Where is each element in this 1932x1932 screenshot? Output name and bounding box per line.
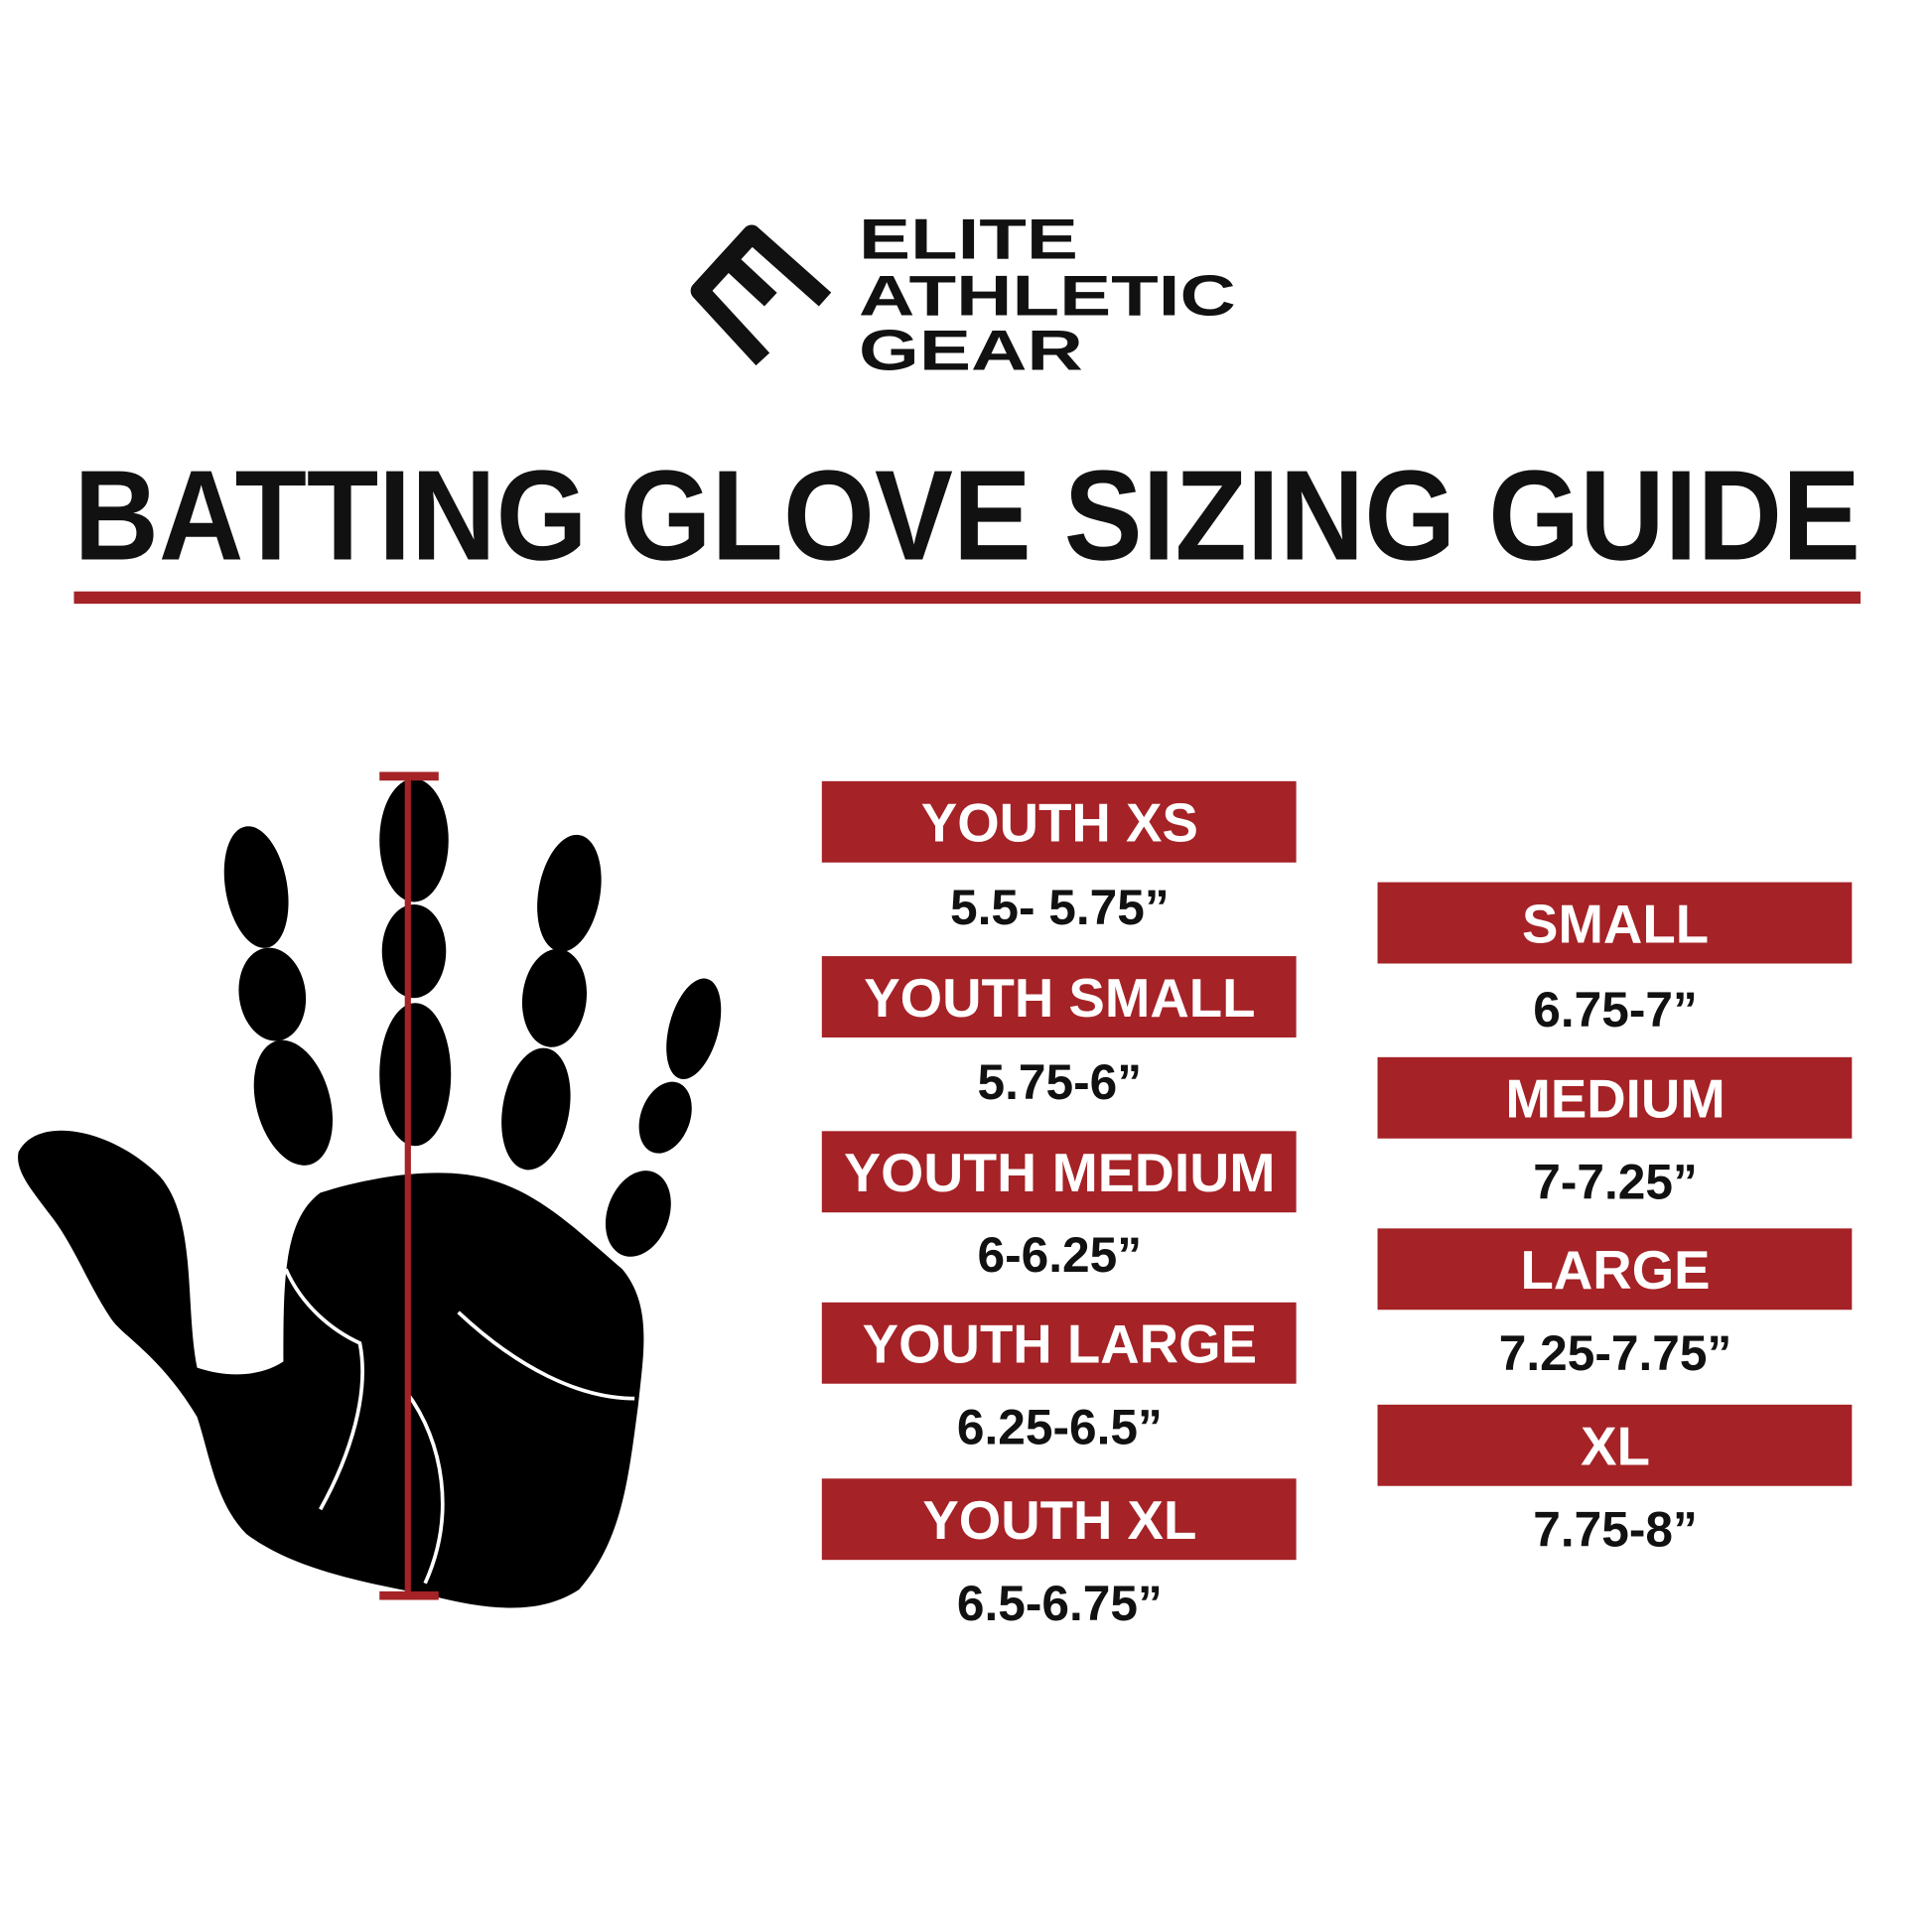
size-row-medium: MEDIUM 7-7.25”	[1377, 1056, 1853, 1210]
size-range: 7-7.25”	[1533, 1155, 1698, 1210]
size-row-large: LARGE 7.25-7.75”	[1377, 1228, 1853, 1381]
size-label-box	[1377, 882, 1853, 964]
size-label-box	[1377, 1228, 1853, 1311]
brand-logo: ELITE ATHLETIC GEAR	[690, 208, 1236, 382]
size-label: XL	[1581, 1417, 1650, 1477]
size-label-box	[821, 1131, 1297, 1213]
youth-size-column: YOUTH XS 5.5- 5.75” YOUTH SMALL 5.75-6” …	[821, 780, 1297, 1631]
size-label: YOUTH LARGE	[863, 1314, 1257, 1375]
size-label-box	[821, 1478, 1297, 1561]
logo-text-line-1: ELITE	[859, 208, 1078, 272]
size-range: 7.75-8”	[1533, 1502, 1698, 1558]
size-label-box	[821, 1302, 1297, 1384]
size-row-youth-xl: YOUTH XL 6.5-6.75”	[821, 1478, 1297, 1631]
size-row-youth-medium: YOUTH MEDIUM 6-6.25”	[821, 1131, 1297, 1283]
size-row-youth-small: YOUTH SMALL 5.75-6”	[821, 956, 1297, 1110]
size-label-box	[821, 780, 1297, 863]
size-range: 5.5- 5.75”	[950, 880, 1170, 935]
hand-silhouette-icon	[18, 778, 722, 1608]
title-underline	[73, 591, 1862, 605]
size-label: SMALL	[1522, 894, 1709, 954]
size-label: YOUTH MEDIUM	[844, 1143, 1275, 1203]
size-label: LARGE	[1521, 1240, 1711, 1301]
size-range: 6.75-7”	[1533, 982, 1698, 1037]
logo-text-line-3: GEAR	[859, 319, 1083, 382]
size-range: 6.5-6.75”	[957, 1576, 1163, 1631]
size-label-box	[1377, 1404, 1853, 1486]
hand-length-measure-bar	[379, 771, 439, 1600]
size-range: 5.75-6”	[978, 1054, 1143, 1110]
stylized-e-chevron-icon	[690, 224, 832, 366]
size-row-xl: XL 7.75-8”	[1377, 1404, 1853, 1558]
logo-text-line-2: ATHLETIC	[859, 265, 1236, 329]
size-range: 6.25-6.5”	[957, 1400, 1163, 1455]
size-label: YOUTH XS	[921, 793, 1198, 854]
size-label: YOUTH XL	[922, 1490, 1196, 1551]
size-label-box	[1377, 1056, 1853, 1139]
size-range: 7.25-7.75”	[1499, 1325, 1732, 1381]
size-label: YOUTH SMALL	[864, 968, 1255, 1029]
size-row-youth-xs: YOUTH XS 5.5- 5.75”	[821, 780, 1297, 935]
size-row-small: SMALL 6.75-7”	[1377, 882, 1853, 1037]
size-range: 6-6.25”	[978, 1227, 1143, 1283]
size-label-box	[821, 956, 1297, 1037]
size-row-youth-large: YOUTH LARGE 6.25-6.5”	[821, 1302, 1297, 1455]
adult-size-column: SMALL 6.75-7” MEDIUM 7-7.25” LARGE 7.25-…	[1377, 882, 1853, 1558]
page-title: BATTING GLOVE SIZING GUIDE	[73, 444, 1861, 587]
size-label: MEDIUM	[1505, 1069, 1725, 1130]
